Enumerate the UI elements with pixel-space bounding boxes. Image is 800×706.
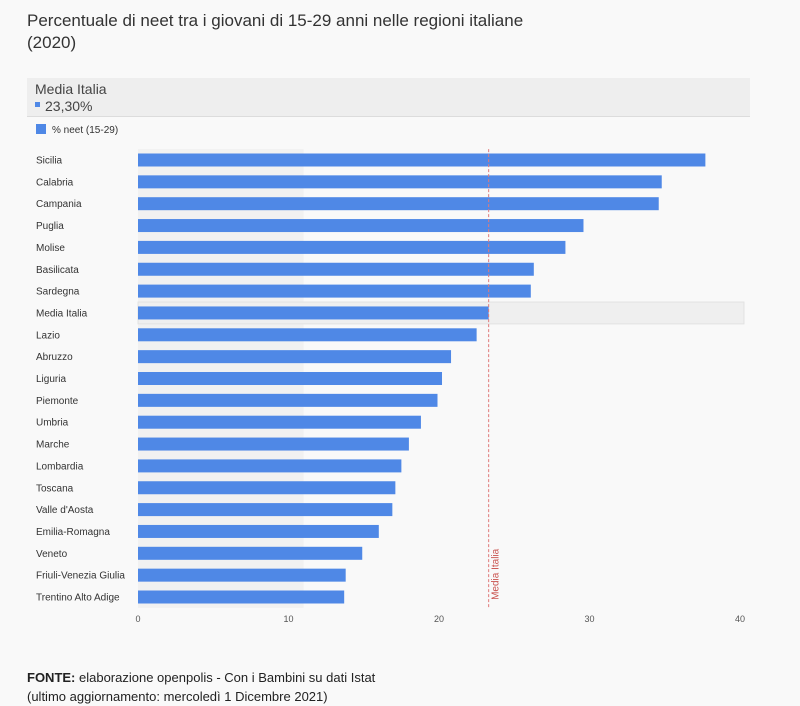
category-label: Friuli-Venezia Giulia [36, 571, 125, 582]
tooltip-swatch [35, 102, 40, 107]
bar[interactable] [138, 437, 409, 451]
bar[interactable] [138, 350, 452, 364]
bar[interactable] [138, 372, 443, 385]
bar[interactable] [138, 459, 402, 473]
bar[interactable] [138, 284, 531, 298]
bar[interactable] [138, 175, 662, 189]
category-label: Toscana [36, 483, 74, 494]
bar[interactable] [138, 546, 363, 560]
category-label: Calabria [36, 177, 74, 188]
bar[interactable] [138, 197, 659, 211]
update-line: (ultimo aggiornamento: mercoledì 1 Dicem… [27, 689, 328, 704]
category-label: Piemonte [36, 396, 79, 407]
chart-legend[interactable]: % neet (15-29) [36, 124, 118, 136]
source-line: FONTE: elaborazione openpolis - Con i Ba… [27, 668, 375, 687]
category-label: Sicilia [36, 156, 63, 167]
bar[interactable] [138, 262, 534, 276]
tooltip-label: Media Italia [35, 81, 107, 97]
category-label: Sardegna [36, 287, 80, 298]
bar-chart: Sicilia Calabria Campania Puglia Molise Basil… [36, 149, 745, 624]
category-label: Puglia [36, 221, 64, 232]
bar[interactable] [138, 590, 345, 604]
category-label: Media Italia [36, 308, 88, 319]
category-label: Emilia-Romagna [36, 527, 110, 538]
source-text: elaborazione openpolis - Con i Bambini s… [75, 670, 376, 685]
category-label: Trentino Alto Adige [36, 593, 120, 604]
bar[interactable] [138, 568, 346, 582]
category-label: Valle d'Aosta [36, 505, 94, 516]
category-label: Umbria [36, 418, 69, 429]
category-label: Abruzzo [36, 352, 73, 363]
bar[interactable] [138, 503, 393, 517]
bar[interactable] [138, 153, 706, 167]
bar[interactable] [138, 393, 438, 407]
bar[interactable] [138, 219, 584, 233]
category-label: Campania [36, 199, 82, 210]
average-line-label: Media Italia [491, 548, 502, 600]
chart-title: Percentuale di neet tra i giovani di 15-… [27, 11, 524, 52]
x-tick-label: 10 [283, 614, 293, 624]
bar[interactable] [138, 415, 421, 429]
category-label: Liguria [36, 374, 66, 385]
bar[interactable] [138, 481, 396, 495]
category-label: Marche [36, 440, 70, 451]
category-label: Veneto [36, 549, 68, 560]
category-label: Lazio [36, 330, 60, 341]
category-label: Lombardia [36, 461, 84, 472]
category-label: Molise [36, 243, 65, 254]
bar[interactable] [138, 240, 566, 254]
x-tick-label: 40 [735, 614, 745, 624]
average-tooltip: Media Italia 23,30% [27, 78, 750, 117]
legend-swatch [36, 124, 46, 134]
x-tick-label: 0 [135, 614, 140, 624]
bar[interactable] [138, 524, 379, 538]
source-label: FONTE: [27, 670, 76, 685]
chart-footer: FONTE: elaborazione openpolis - Con i Ba… [27, 668, 375, 706]
x-tick-label: 20 [434, 614, 444, 624]
bar[interactable] [138, 328, 477, 342]
bar[interactable] [138, 306, 489, 320]
category-label: Basilicata [36, 265, 79, 276]
legend-label: % neet (15-29) [52, 125, 119, 136]
x-tick-label: 30 [584, 614, 594, 624]
tooltip-value: 23,30% [45, 98, 93, 114]
